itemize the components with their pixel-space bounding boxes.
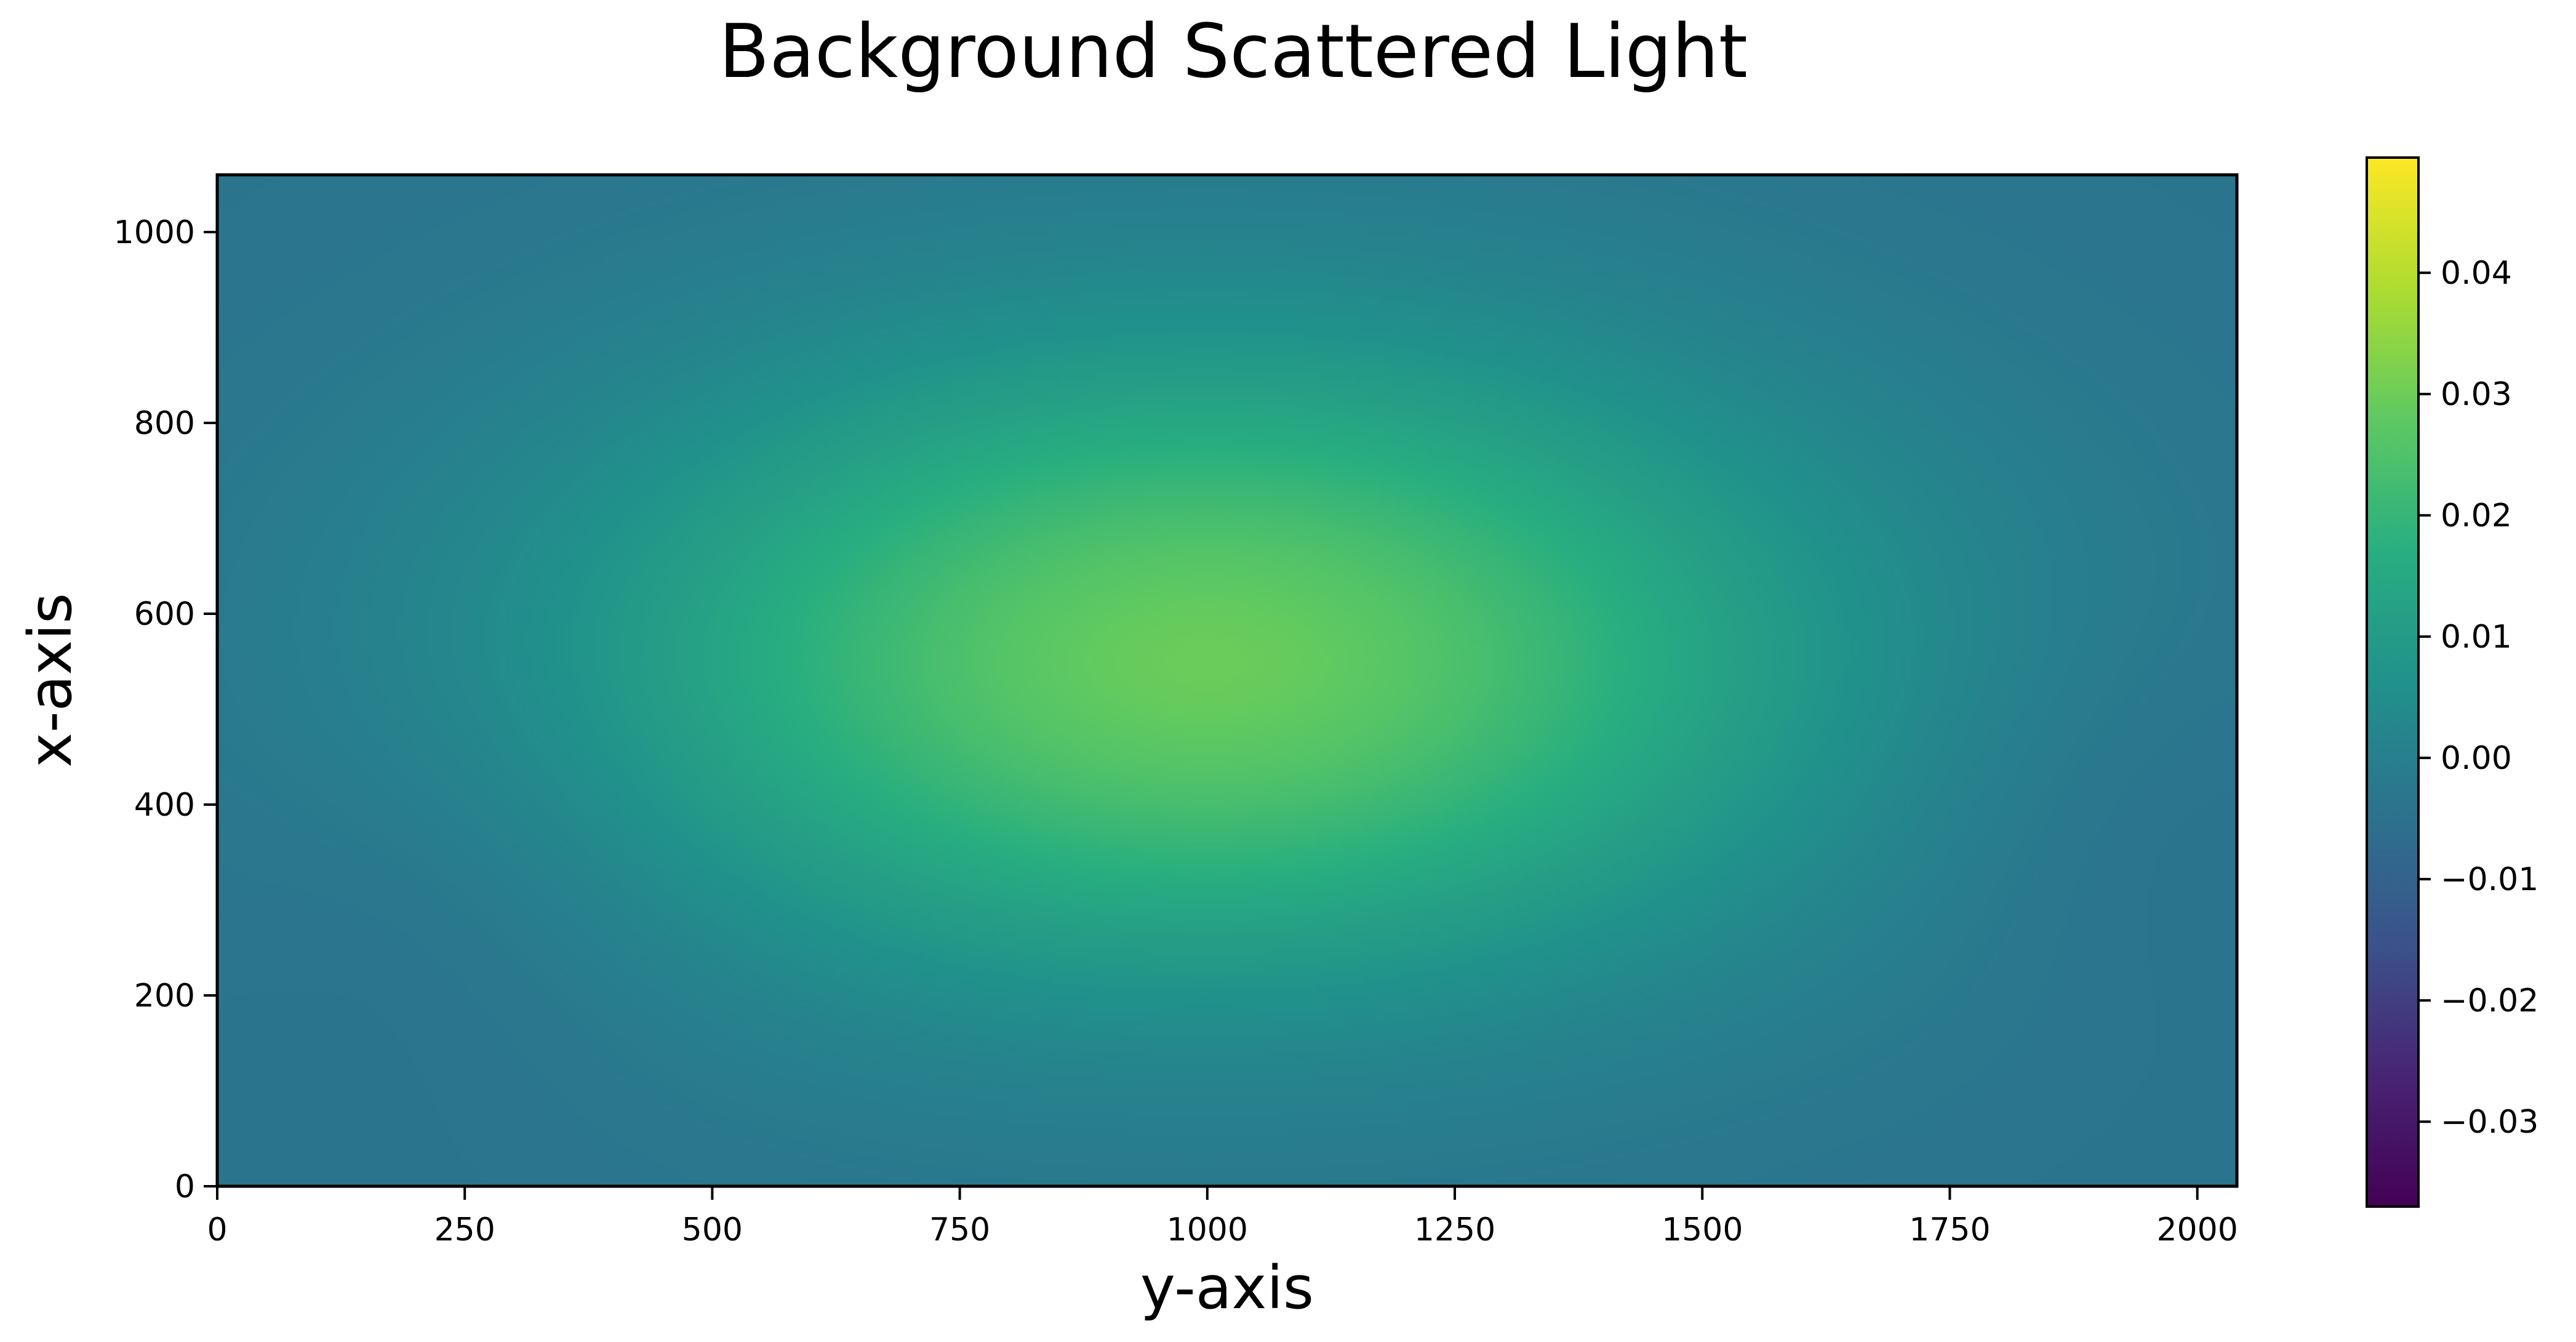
y-tick-label: 1000 [114,214,195,251]
y-tick-label: 800 [134,405,195,442]
colorbar-tick-label: 0.00 [2441,740,2512,777]
colorbar-tick-label: 0.01 [2441,619,2512,656]
x-axis-label: y-axis [1140,1253,1314,1322]
colorbar: −0.03 −0.02 −0.01 0.00 0.01 0.02 0.03 0.04 [2366,156,2538,1208]
colorbar-frame [2366,156,2420,1208]
x-tick-label: 500 [682,1211,743,1248]
x-tick-label: 1750 [1909,1211,1990,1248]
plot-frame [215,173,2239,1188]
y-tick-label: 600 [134,596,195,633]
x-tick-label: 1500 [1662,1211,1743,1248]
colorbar-tick-label: 0.02 [2441,497,2512,534]
x-tick-label: 2000 [2156,1211,2238,1248]
colorbar-ticks: −0.03 −0.02 −0.01 0.00 0.01 0.02 0.03 0.04 [2418,255,2538,1141]
colorbar-tick-label: −0.02 [2441,982,2538,1019]
y-axis-label: x-axis [16,593,85,768]
chart-title: Background Scattered Light [719,9,1748,95]
x-tick-label: 750 [929,1211,990,1248]
colorbar-tick-label: −0.03 [2441,1104,2538,1141]
x-tick-label: 250 [434,1211,495,1248]
colorbar-gradient [2367,158,2418,1207]
y-axis-ticks: 0 200 400 600 800 1000 [114,214,217,1205]
colorbar-tick-label: 0.03 [2441,376,2512,413]
y-tick-label: 0 [175,1168,195,1205]
y-tick-label: 200 [134,978,195,1015]
colorbar-tick-label: −0.01 [2441,861,2538,898]
x-tick-label: 1250 [1414,1211,1495,1248]
y-tick-label: 400 [134,787,195,824]
x-axis-ticks: 0 250 500 750 1000 1250 1500 1750 2000 [207,1186,2238,1248]
colorbar-tick-label: 0.04 [2441,255,2512,292]
x-tick-label: 0 [207,1211,227,1248]
heatmap-plot-area [215,173,2239,1188]
x-tick-label: 1000 [1167,1211,1248,1248]
heatmap-image [217,175,2237,1186]
